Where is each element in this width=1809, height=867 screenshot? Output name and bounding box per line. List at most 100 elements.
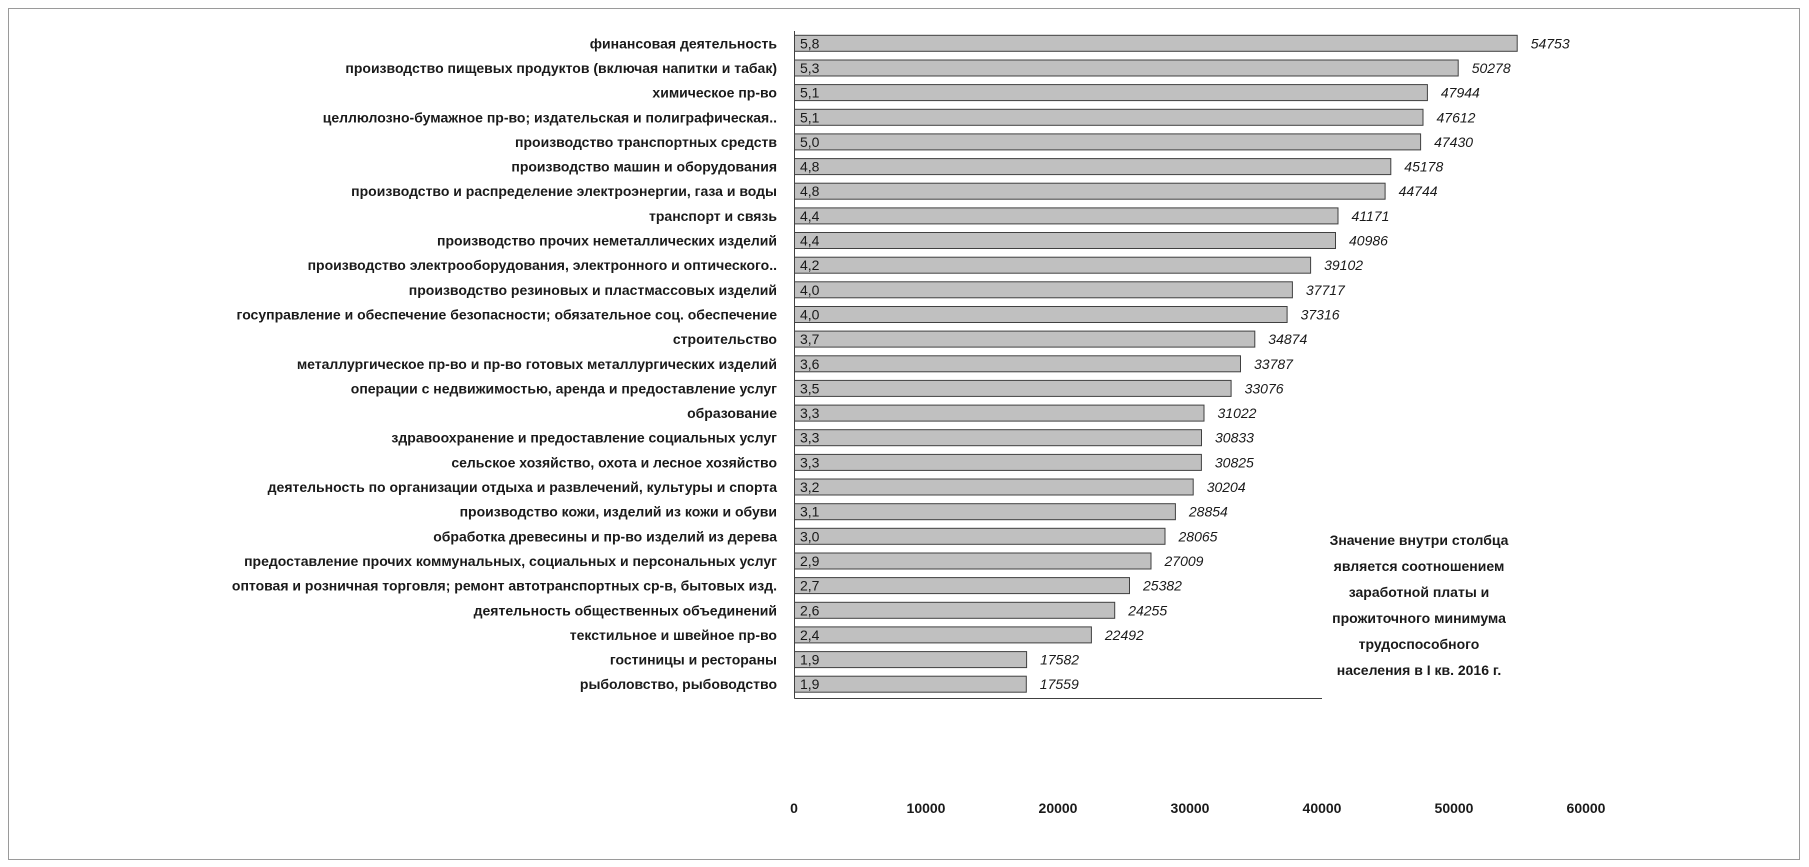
category-label: оптовая и розничная торговля; ремонт авт… [232,578,777,594]
bar [794,59,1459,77]
bar [794,601,1116,619]
data-label: 47612 [1437,109,1476,125]
bar [794,330,1256,348]
ratio-label: 3,3 [800,430,820,446]
ratio-label: 1,9 [800,676,820,692]
chart-frame: финансовая деятельность 5,8 54753 производс… [8,8,1800,860]
data-label: 30833 [1215,430,1254,446]
bar [794,232,1336,249]
category-label: обработка древесины и пр-во изделий из д… [433,528,777,544]
data-label: 30204 [1207,479,1246,495]
note-line: прожиточного минимума [1332,610,1506,626]
bar [794,478,1194,496]
bar [794,281,1293,299]
bar [794,379,1232,397]
note-line: является соотношением [1333,558,1505,574]
category-label: производство кожи, изделий из кожи и обу… [460,504,777,520]
ratio-label: 5,1 [800,109,820,125]
bar [794,84,1428,102]
ratio-label: 2,9 [800,553,820,569]
data-label: 30825 [1215,454,1254,470]
bar [794,34,1518,52]
data-label: 47944 [1441,85,1480,101]
data-label: 37316 [1301,307,1340,323]
data-label: 33076 [1245,380,1284,396]
data-label: 28854 [1188,504,1228,520]
ratio-label: 4,2 [800,257,820,273]
bar [794,429,1202,447]
ratio-label: 3,7 [800,331,820,347]
data-label: 27009 [1164,553,1204,569]
bar [794,453,1202,471]
data-label: 33787 [1254,356,1294,372]
x-tick-label: 0 [790,800,798,816]
chart-note: Значение внутри столбца является соотнош… [1309,527,1529,683]
ratio-label: 3,3 [800,454,820,470]
note-line: заработной платы и [1348,584,1490,600]
ratio-label: 4,8 [800,183,820,199]
data-label: 37717 [1306,282,1346,298]
bar [794,355,1241,373]
category-label: госуправление и обеспечение безопасности… [237,307,778,323]
data-label: 34874 [1268,331,1307,347]
category-label: текстильное и швейное пр-во [570,627,777,643]
bar-chart: финансовая деятельность 5,8 54753 производс… [232,31,1606,816]
bar [794,503,1176,521]
ratio-label: 2,4 [800,627,820,643]
ratio-label: 4,4 [800,233,820,249]
bar [794,182,1386,200]
category-label: строительство [673,331,777,347]
category-label: производство прочих неметаллических изде… [437,233,777,249]
bar [794,306,1288,323]
data-label: 54753 [1531,35,1570,51]
category-label: металлургическое пр-во и пр-во готовых м… [297,356,777,372]
category-label: целлюлозно-бумажное пр-во; издательская … [323,109,777,125]
bar [794,108,1424,126]
bar [794,675,1027,693]
ratio-label: 3,6 [800,356,820,372]
ratio-label: 3,0 [800,528,820,544]
category-label: деятельность общественных объединений [474,602,777,618]
category-label: финансовая деятельность [590,35,778,51]
ratio-label: 4,8 [800,159,820,175]
category-label: производство машин и оборудования [511,159,777,175]
data-label: 31022 [1218,405,1257,421]
data-label: 25382 [1142,578,1182,594]
category-label: предоставление прочих коммунальных, соци… [244,553,777,569]
x-tick-label: 30000 [1171,800,1210,816]
bar [794,577,1130,595]
x-tick-label: 60000 [1567,800,1606,816]
category-label: рыболовство, рыбоводство [580,676,777,692]
data-label: 47430 [1434,134,1473,150]
note-line: населения в I кв. 2016 г. [1336,662,1502,678]
bar [794,404,1205,422]
data-label: 17559 [1040,676,1079,692]
note-line: Значение внутри столбца [1329,532,1509,548]
data-label: 45178 [1404,159,1443,175]
ratio-label: 3,5 [800,380,820,396]
ratio-label: 4,0 [800,282,820,298]
ratio-label: 4,4 [800,208,820,224]
data-label: 28065 [1178,528,1218,544]
bar [794,256,1312,274]
ratio-label: 4,0 [800,307,820,323]
category-label: операции с недвижимостью, аренда и предо… [351,380,777,396]
ratio-label: 5,1 [800,85,820,101]
note-line: трудоспособного [1358,636,1480,652]
bar [794,552,1152,570]
bar [794,626,1092,644]
ratio-label: 3,3 [800,405,820,421]
category-label: сельское хозяйство, охота и лесное хозяй… [451,454,777,470]
bar [794,158,1392,176]
bar [794,207,1339,225]
category-label: транспорт и связь [649,208,777,224]
data-label: 41171 [1352,208,1390,224]
ratio-label: 3,1 [800,504,820,520]
ratio-label: 2,7 [800,578,820,594]
category-label: деятельность по организации отдыха и раз… [268,479,778,495]
category-label: химическое пр-во [652,85,777,101]
data-label: 24255 [1127,602,1167,618]
bar [794,651,1028,669]
data-label: 39102 [1324,257,1363,273]
ratio-label: 1,9 [800,652,820,668]
